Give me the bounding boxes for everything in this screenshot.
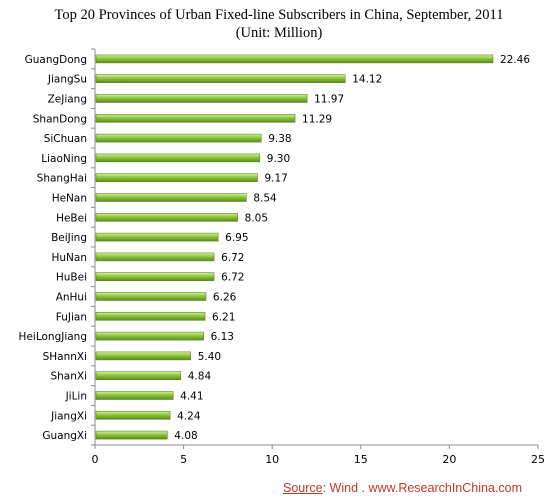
bar xyxy=(95,193,247,202)
bar xyxy=(95,74,346,83)
category-label: HeBei xyxy=(56,212,87,224)
chart-title: Top 20 Provinces of Urban Fixed-line Sub… xyxy=(55,7,504,23)
value-label: 9.38 xyxy=(268,133,291,145)
category-label: HeiLongJiang xyxy=(19,331,87,343)
value-label: 6.72 xyxy=(221,252,244,264)
category-label: AnHui xyxy=(56,292,87,304)
value-label: 11.97 xyxy=(314,94,344,106)
category-label: SiChuan xyxy=(44,133,87,145)
value-label: 6.72 xyxy=(221,272,244,284)
category-label: ShanDong xyxy=(33,113,87,125)
bar xyxy=(95,351,191,361)
x-tick-label: 15 xyxy=(354,453,368,466)
x-tick-label: 20 xyxy=(442,453,456,466)
value-label: 6.13 xyxy=(211,331,234,343)
value-label: 4.41 xyxy=(180,391,203,403)
bar xyxy=(95,232,219,242)
bar xyxy=(95,213,238,222)
bar xyxy=(95,430,168,440)
value-label: 8.54 xyxy=(253,193,277,205)
bar xyxy=(95,114,296,123)
category-label: HuBei xyxy=(56,272,87,284)
bar xyxy=(95,54,494,64)
plot-area: 0 5 10 15 20 25 GuangDong 22.46 JiangSu 14.12 ZeJi… xyxy=(19,48,545,466)
bar xyxy=(95,272,215,282)
category-label: ZeJiang xyxy=(48,94,87,106)
value-label: 11.29 xyxy=(302,113,332,125)
bar xyxy=(95,371,182,381)
category-label: SHannXi xyxy=(43,351,87,363)
category-label: JiangXi xyxy=(50,410,87,422)
bar xyxy=(95,410,171,420)
value-label: 6.26 xyxy=(213,292,237,304)
bar xyxy=(95,391,174,400)
category-label: HuNan xyxy=(52,252,88,264)
x-tick-label: 25 xyxy=(531,453,545,466)
value-label: 4.08 xyxy=(174,430,197,442)
value-label: 9.30 xyxy=(267,153,290,165)
value-label: 9.17 xyxy=(264,173,287,185)
source-label: Source xyxy=(283,481,323,495)
bar xyxy=(95,173,258,182)
category-label: ShanXi xyxy=(50,371,87,383)
value-label: 5.40 xyxy=(198,351,221,363)
category-label: JiLin xyxy=(65,391,87,403)
value-label: 6.21 xyxy=(212,311,235,323)
bar xyxy=(95,153,261,163)
bar xyxy=(95,292,207,301)
bar xyxy=(95,252,215,262)
category-label: HeNan xyxy=(52,193,87,205)
value-label: 8.05 xyxy=(245,212,268,224)
value-label: 4.24 xyxy=(177,410,201,422)
category-label: LiaoNing xyxy=(41,153,87,165)
value-label: 14.12 xyxy=(352,74,382,86)
bar xyxy=(95,311,206,321)
category-label: BeiJing xyxy=(51,232,87,244)
value-label: 4.84 xyxy=(188,371,212,383)
chart-subtitle: (Unit: Million) xyxy=(236,25,323,41)
category-label: GuangDong xyxy=(25,54,87,66)
category-label: FuJian xyxy=(56,311,87,323)
bar xyxy=(95,94,308,103)
source-note: Source: Wind . www.ResearchInChina.com xyxy=(283,481,522,495)
bar xyxy=(95,331,204,341)
category-label: GuangXi xyxy=(42,430,87,442)
bar xyxy=(95,133,262,143)
source-text: : Wind . www.ResearchInChina.com xyxy=(322,481,522,495)
value-label: 22.46 xyxy=(500,54,530,66)
value-label: 6.95 xyxy=(225,232,248,244)
category-label: ShangHai xyxy=(37,173,87,185)
category-label: JiangSu xyxy=(47,74,87,86)
x-tick-label: 0 xyxy=(92,453,99,466)
x-tick-label: 10 xyxy=(265,453,279,466)
x-tick-label: 5 xyxy=(180,453,187,466)
